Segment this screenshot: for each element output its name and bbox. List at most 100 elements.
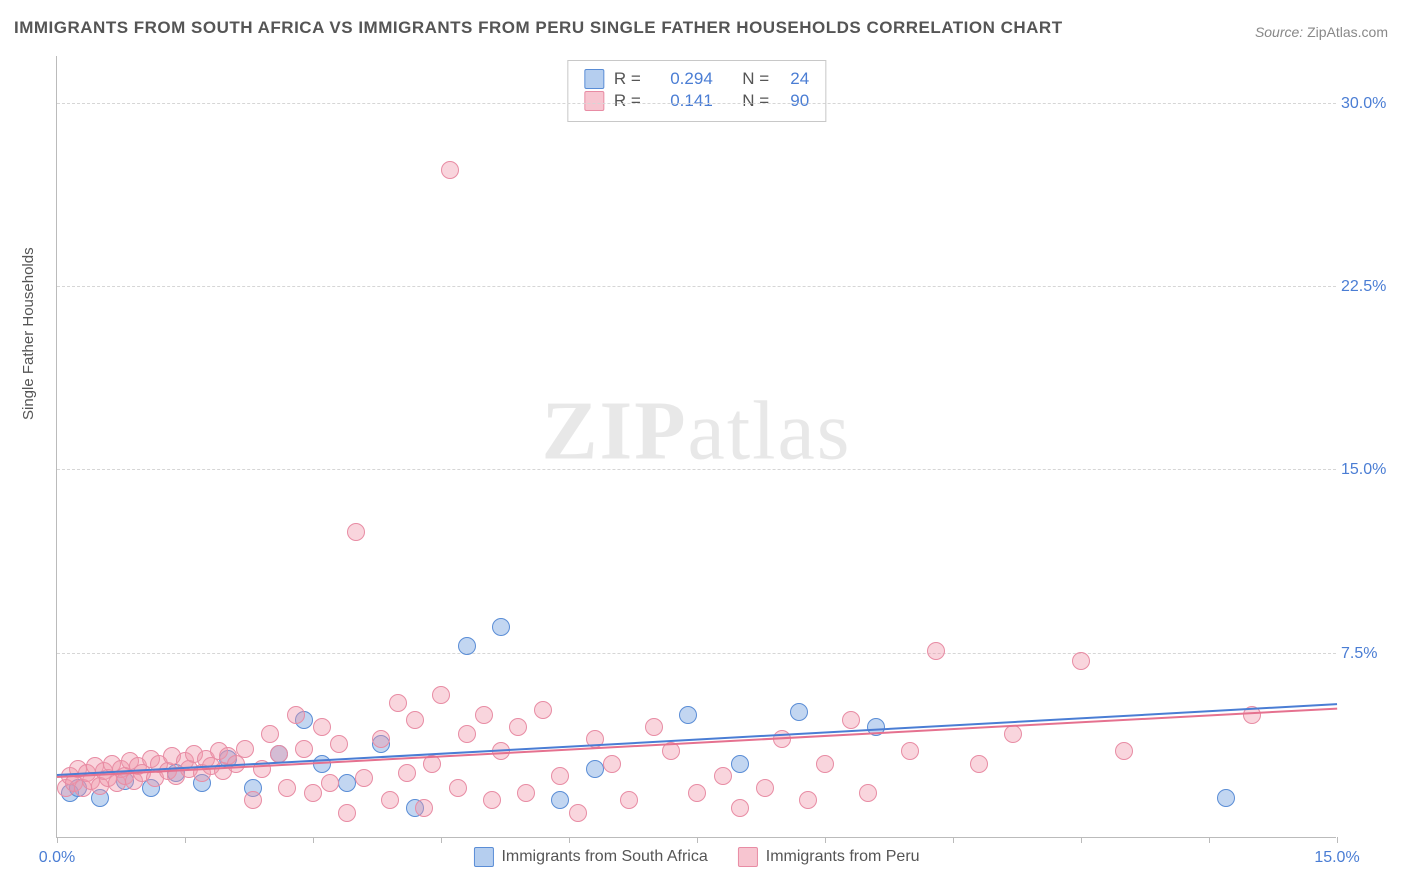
y-tick-label: 15.0%	[1341, 461, 1401, 479]
scatter-point-pink	[381, 791, 399, 809]
r-label: R =	[614, 69, 641, 89]
gridline	[57, 286, 1336, 287]
scatter-point-pink	[1072, 652, 1090, 670]
scatter-point-pink	[509, 718, 527, 736]
x-tick	[313, 837, 314, 843]
scatter-point-pink	[1004, 725, 1022, 743]
n-value-pink: 90	[779, 91, 809, 111]
scatter-point-pink	[731, 799, 749, 817]
scatter-point-pink	[270, 745, 288, 763]
scatter-point-pink	[901, 742, 919, 760]
n-label: N =	[742, 91, 769, 111]
legend-row-blue: R = 0.294 N = 24	[584, 69, 809, 89]
swatch-pink-icon	[584, 91, 604, 111]
y-tick-label: 30.0%	[1341, 95, 1401, 113]
scatter-point-pink	[475, 706, 493, 724]
scatter-point-blue	[458, 637, 476, 655]
legend-row-pink: R = 0.141 N = 90	[584, 91, 809, 111]
scatter-point-pink	[330, 735, 348, 753]
legend-series: Immigrants from South Africa Immigrants …	[473, 847, 919, 867]
scatter-point-pink	[441, 161, 459, 179]
watermark-bold: ZIP	[542, 384, 688, 477]
scatter-plot: ZIPatlas R = 0.294 N = 24 R = 0.141 N = …	[56, 56, 1336, 838]
scatter-point-pink	[449, 779, 467, 797]
x-tick-label: 15.0%	[1314, 849, 1359, 867]
scatter-point-blue	[731, 755, 749, 773]
watermark-light: atlas	[688, 384, 852, 477]
scatter-point-pink	[313, 718, 331, 736]
legend-correlation-box: R = 0.294 N = 24 R = 0.141 N = 90	[567, 60, 826, 122]
scatter-point-pink	[432, 686, 450, 704]
scatter-point-pink	[295, 740, 313, 758]
source-label: Source:	[1255, 24, 1303, 40]
scatter-point-pink	[551, 767, 569, 785]
x-tick	[185, 837, 186, 843]
scatter-point-pink	[927, 642, 945, 660]
x-tick	[1209, 837, 1210, 843]
swatch-pink-icon	[738, 847, 758, 867]
scatter-point-pink	[355, 769, 373, 787]
scatter-point-pink	[517, 784, 535, 802]
r-value-blue: 0.294	[651, 69, 713, 89]
scatter-point-pink	[261, 725, 279, 743]
chart-title: IMMIGRANTS FROM SOUTH AFRICA VS IMMIGRAN…	[14, 18, 1063, 38]
scatter-point-pink	[799, 791, 817, 809]
gridline	[57, 653, 1336, 654]
swatch-blue-icon	[473, 847, 493, 867]
scatter-point-pink	[970, 755, 988, 773]
scatter-point-pink	[603, 755, 621, 773]
scatter-point-blue	[551, 791, 569, 809]
legend-item-blue: Immigrants from South Africa	[473, 847, 707, 867]
scatter-point-pink	[483, 791, 501, 809]
x-tick	[1081, 837, 1082, 843]
x-tick	[1337, 837, 1338, 843]
swatch-blue-icon	[584, 69, 604, 89]
r-label: R =	[614, 91, 641, 111]
legend-item-pink: Immigrants from Peru	[738, 847, 920, 867]
scatter-point-pink	[372, 730, 390, 748]
legend-label-pink: Immigrants from Peru	[766, 848, 920, 866]
scatter-point-pink	[859, 784, 877, 802]
scatter-point-pink	[534, 701, 552, 719]
gridline	[57, 103, 1336, 104]
x-tick	[57, 837, 58, 843]
scatter-point-blue	[586, 760, 604, 778]
scatter-point-pink	[398, 764, 416, 782]
scatter-point-pink	[304, 784, 322, 802]
y-tick-label: 22.5%	[1341, 278, 1401, 296]
scatter-point-blue	[679, 706, 697, 724]
scatter-point-pink	[688, 784, 706, 802]
legend-label-blue: Immigrants from South Africa	[501, 848, 707, 866]
scatter-point-pink	[645, 718, 663, 736]
source-value: ZipAtlas.com	[1307, 24, 1388, 40]
scatter-point-pink	[569, 804, 587, 822]
watermark: ZIPatlas	[542, 382, 852, 479]
scatter-point-pink	[756, 779, 774, 797]
scatter-point-pink	[321, 774, 339, 792]
scatter-point-pink	[458, 725, 476, 743]
scatter-point-pink	[406, 711, 424, 729]
scatter-point-blue	[338, 774, 356, 792]
scatter-point-pink	[842, 711, 860, 729]
scatter-point-pink	[1115, 742, 1133, 760]
chart-area: ZIPatlas R = 0.294 N = 24 R = 0.141 N = …	[56, 56, 1336, 838]
scatter-point-pink	[244, 791, 262, 809]
scatter-point-blue	[790, 703, 808, 721]
scatter-point-pink	[287, 706, 305, 724]
r-value-pink: 0.141	[651, 91, 713, 111]
scatter-point-pink	[714, 767, 732, 785]
scatter-point-pink	[415, 799, 433, 817]
x-tick	[441, 837, 442, 843]
source-attribution: Source: ZipAtlas.com	[1255, 24, 1388, 40]
scatter-point-blue	[492, 618, 510, 636]
n-label: N =	[742, 69, 769, 89]
scatter-point-pink	[389, 694, 407, 712]
x-tick	[697, 837, 698, 843]
scatter-point-pink	[278, 779, 296, 797]
x-tick	[569, 837, 570, 843]
y-axis-label: Single Father Households	[20, 247, 37, 420]
gridline	[57, 469, 1336, 470]
scatter-point-pink	[816, 755, 834, 773]
x-tick	[825, 837, 826, 843]
scatter-point-pink	[347, 523, 365, 541]
